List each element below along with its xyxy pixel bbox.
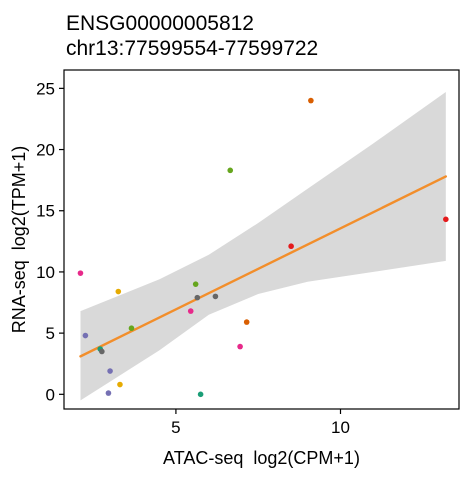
data-point [194, 294, 201, 301]
x-tick-label: 10 [331, 418, 350, 437]
data-point [115, 288, 122, 295]
y-tick-label: 5 [46, 324, 55, 343]
y-tick-label: 15 [36, 202, 55, 221]
data-point [443, 216, 449, 223]
data-point [187, 308, 194, 314]
y-tick-label: 25 [36, 79, 55, 98]
axes-layer: 5 10 0 5 10 15 20 25 [36, 79, 350, 437]
x-tick-label: 5 [171, 418, 180, 437]
y-axis-label: RNA-seq log2(TPM+1) [9, 146, 29, 334]
data-point [105, 390, 112, 396]
data-point [99, 348, 105, 355]
data-point [77, 270, 84, 276]
plot-panel-border [63, 69, 460, 410]
chart-title: ENSG00000005812 [66, 12, 254, 35]
y-tick-label: 20 [36, 141, 55, 160]
x-axis-label: ATAC-seq log2(CPM+1) [163, 448, 360, 468]
y-tick-label: 10 [36, 263, 55, 282]
data-point [82, 332, 89, 339]
y-tick-label: 0 [46, 385, 55, 404]
confidence-band-layer [80, 92, 446, 401]
confidence-band [80, 92, 446, 401]
data-point [227, 167, 234, 174]
data-point [212, 293, 219, 300]
data-point [128, 325, 135, 332]
data-point [237, 343, 243, 350]
data-point [107, 368, 113, 374]
data-point [197, 391, 204, 398]
points-layer [77, 97, 449, 398]
data-point [308, 97, 314, 104]
data-point [117, 381, 123, 388]
chart-subtitle: chr13:77599554-77599722 [66, 37, 318, 60]
data-point [243, 319, 250, 325]
fit-line-layer [79, 175, 448, 358]
data-point [192, 281, 199, 287]
data-point [288, 243, 294, 250]
fit-line [79, 175, 448, 358]
